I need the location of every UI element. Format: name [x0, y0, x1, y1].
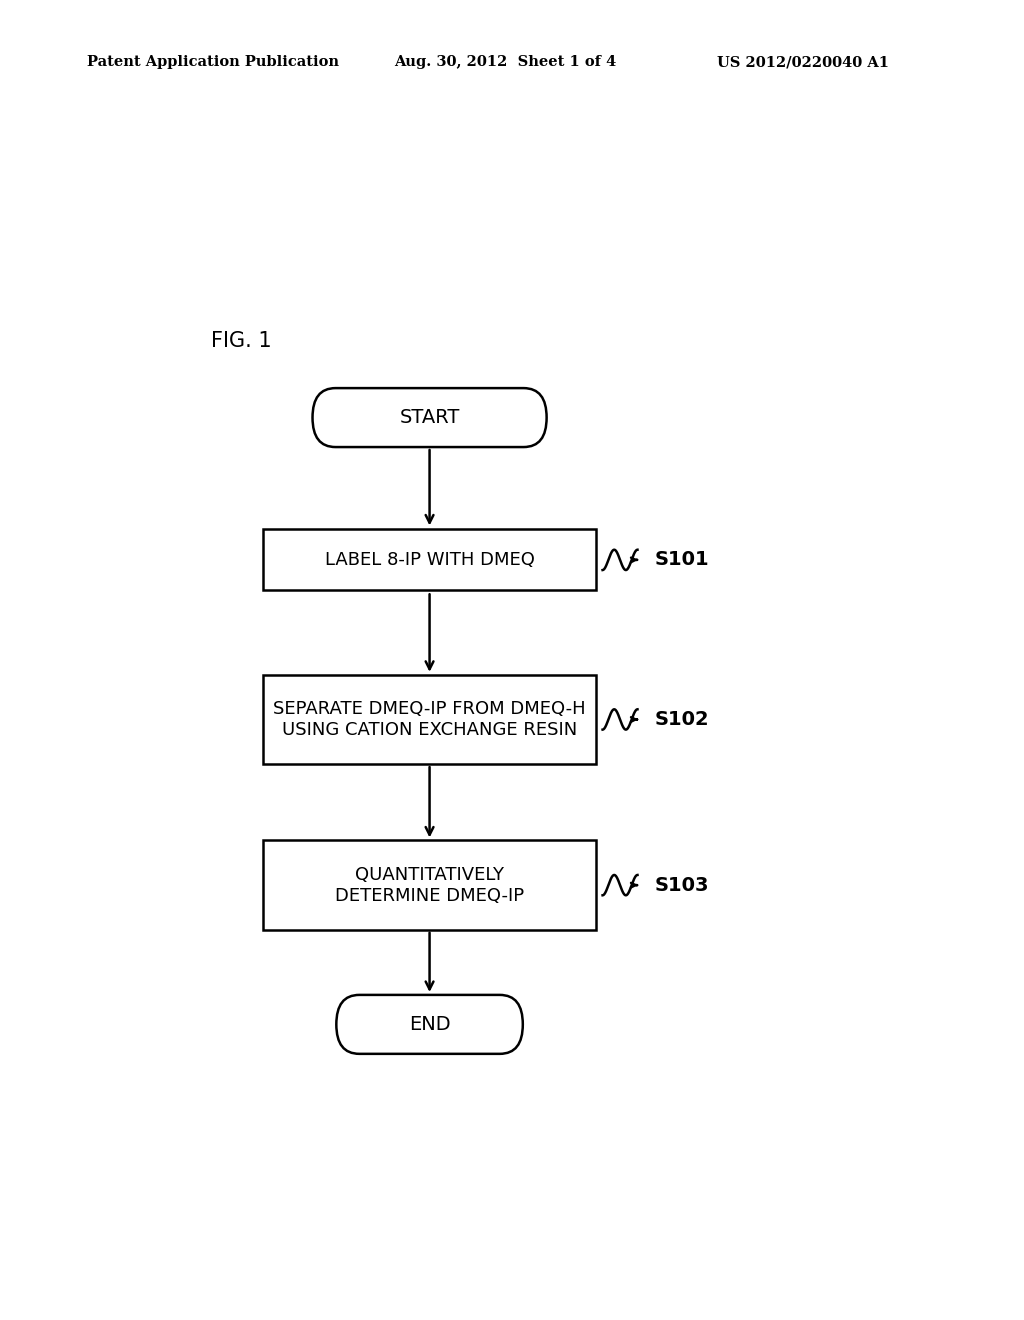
- Text: S102: S102: [655, 710, 710, 729]
- Text: SEPARATE DMEQ-IP FROM DMEQ-H
USING CATION EXCHANGE RESIN: SEPARATE DMEQ-IP FROM DMEQ-H USING CATIO…: [273, 700, 586, 739]
- Text: S103: S103: [655, 875, 710, 895]
- Text: Patent Application Publication: Patent Application Publication: [87, 55, 339, 70]
- Text: Aug. 30, 2012  Sheet 1 of 4: Aug. 30, 2012 Sheet 1 of 4: [394, 55, 616, 70]
- Text: QUANTITATIVELY
DETERMINE DMEQ-IP: QUANTITATIVELY DETERMINE DMEQ-IP: [335, 866, 524, 904]
- Text: S101: S101: [655, 550, 710, 569]
- Bar: [263, 675, 596, 764]
- Bar: [263, 841, 596, 929]
- Text: LABEL 8-IP WITH DMEQ: LABEL 8-IP WITH DMEQ: [325, 550, 535, 569]
- Text: END: END: [409, 1015, 451, 1034]
- FancyBboxPatch shape: [312, 388, 547, 447]
- Text: FIG. 1: FIG. 1: [211, 331, 272, 351]
- Text: US 2012/0220040 A1: US 2012/0220040 A1: [717, 55, 889, 70]
- FancyBboxPatch shape: [336, 995, 523, 1053]
- Bar: [263, 529, 596, 590]
- Text: START: START: [399, 408, 460, 428]
